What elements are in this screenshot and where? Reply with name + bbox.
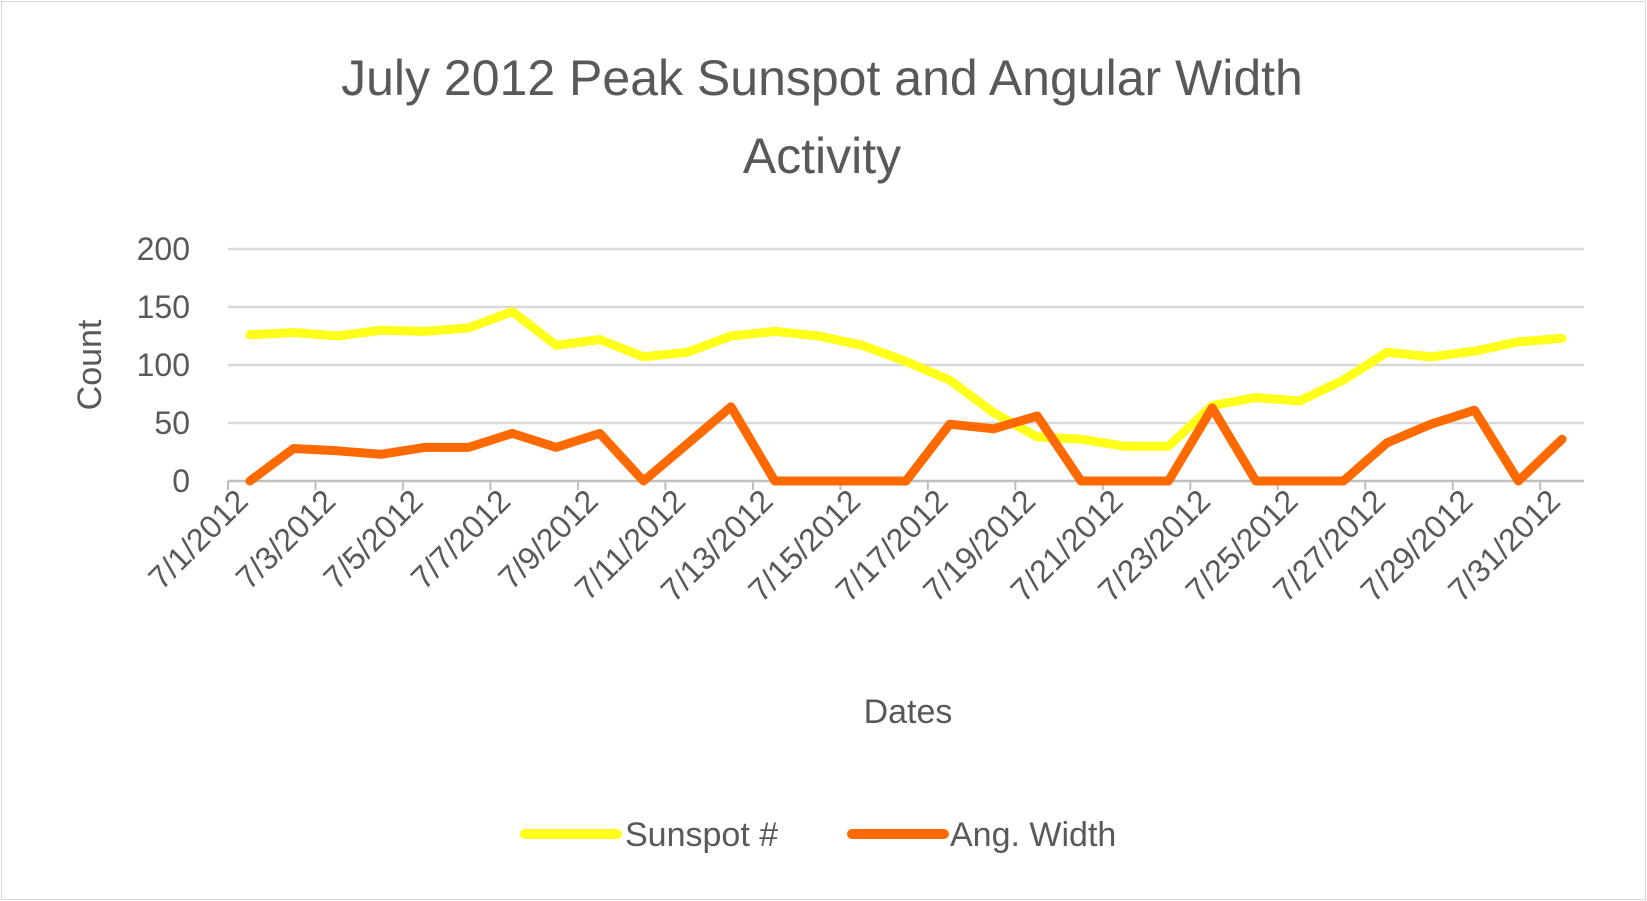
chart-title-line1: July 2012 Peak Sunspot and Angular Width	[341, 50, 1303, 106]
legend-label-sunspot: Sunspot #	[625, 816, 778, 854]
y-tick-label: 200	[137, 231, 190, 267]
y-axis-title: Count	[71, 319, 109, 410]
legend-label-ang-width: Ang. Width	[950, 816, 1116, 854]
gridlines	[228, 247, 1584, 483]
series-lines	[245, 307, 1567, 486]
y-tick-label: 50	[154, 405, 190, 441]
x-axis-title: Dates	[864, 693, 953, 731]
y-axis-ticks: 0 50 100 150 200	[137, 231, 190, 499]
y-tick-label: 100	[137, 347, 190, 383]
legend: Sunspot # Ang. Width	[520, 816, 1116, 854]
series-line-sunspot	[245, 307, 1567, 451]
x-axis-ticks: 7/1/20127/3/20127/5/20127/7/20127/9/2012…	[141, 481, 1567, 609]
y-tick-label: 0	[172, 463, 190, 499]
series-line-ang-width	[245, 402, 1567, 486]
y-tick-label: 150	[137, 289, 190, 325]
chart-title-line2: Activity	[743, 128, 901, 184]
